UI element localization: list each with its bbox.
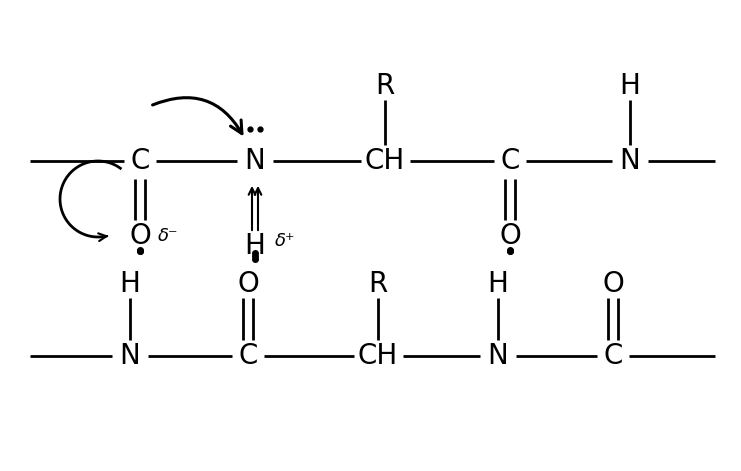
- Text: N: N: [245, 147, 265, 175]
- Text: H: H: [119, 270, 141, 298]
- Text: R: R: [376, 72, 395, 100]
- Text: δ⁻: δ⁻: [158, 227, 179, 245]
- Text: H: H: [619, 72, 640, 100]
- Text: O: O: [499, 222, 521, 250]
- Text: C: C: [603, 342, 622, 370]
- Text: O: O: [602, 270, 624, 298]
- Text: O: O: [237, 270, 259, 298]
- Text: N: N: [619, 147, 640, 175]
- Text: C: C: [130, 147, 150, 175]
- Text: δ⁺: δ⁺: [275, 232, 295, 250]
- Text: CH: CH: [365, 147, 405, 175]
- Text: H: H: [245, 232, 265, 260]
- Text: H: H: [488, 270, 508, 298]
- Text: C: C: [500, 147, 519, 175]
- Text: N: N: [119, 342, 140, 370]
- Text: CH: CH: [358, 342, 398, 370]
- Text: R: R: [368, 270, 388, 298]
- Text: O: O: [129, 222, 151, 250]
- Text: C: C: [239, 342, 258, 370]
- Text: N: N: [488, 342, 508, 370]
